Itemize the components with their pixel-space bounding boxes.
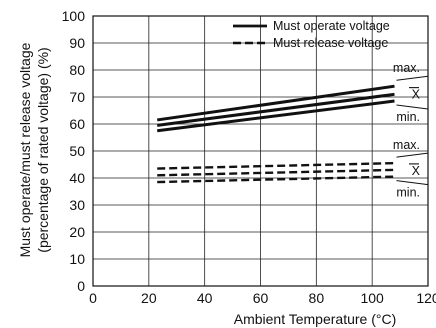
tick-labels: 0 20 40 60 80 100 120 0 10 20 30 40 50 60 70 80 90 100 [62, 8, 436, 306]
annotation-connector [396, 75, 429, 81]
x-tick-label: 20 [141, 290, 157, 306]
x-tick-label: 40 [197, 290, 213, 306]
series-line-release [157, 175, 395, 184]
y-tick-label: 60 [69, 116, 85, 132]
series-line-operate [157, 92, 395, 127]
y-axis-title-line1: Must operate/must release voltage [17, 42, 33, 257]
x-tick-label: 100 [360, 290, 384, 306]
x-tick-label: 60 [253, 290, 269, 306]
y-tick-label: 20 [69, 224, 85, 240]
y-tick-label: 40 [69, 170, 85, 186]
plot-frame [92, 15, 429, 287]
y-tick-label: 80 [69, 62, 85, 78]
series-line-release [157, 161, 395, 170]
y-axis-title-line2: (percentage of rated voltage) (%) [35, 47, 51, 252]
annotation-label-min: min. [396, 186, 420, 200]
grid [92, 15, 429, 287]
y-tick-label: 30 [69, 197, 85, 213]
x-tick-label: 80 [309, 290, 325, 306]
x-tick-label: 0 [89, 290, 97, 306]
series-line-operate [157, 99, 395, 133]
y-tick-label: 100 [62, 8, 86, 24]
series-line-release [157, 168, 395, 177]
series-line-operate [156, 84, 395, 122]
y-tick-label: 70 [69, 89, 85, 105]
series-lines [156, 84, 395, 184]
annotation-label-max: max. [393, 61, 420, 75]
annotation-label-min: min. [396, 110, 420, 124]
annotation-connector [396, 152, 429, 158]
y-tick-label: 90 [69, 35, 85, 51]
axes [92, 15, 429, 287]
x-axis-title: Ambient Temperature (°C) [234, 311, 397, 327]
legend-label: Must operate voltage [273, 19, 390, 33]
annotation-connector [396, 180, 429, 186]
y-tick-label: 50 [69, 143, 85, 159]
annotation-connector [396, 104, 429, 110]
annotation-label-mean: X [412, 88, 421, 102]
y-tick-label: 10 [69, 251, 85, 267]
annotation-label-mean: X [412, 164, 421, 178]
y-tick-label: 0 [77, 278, 85, 294]
x-tick-label: 120 [416, 290, 436, 306]
annotation-label-max: max. [393, 138, 420, 152]
legend-label: Must release voltage [273, 36, 388, 50]
legend: Must operate voltage Must release voltage [233, 19, 390, 50]
